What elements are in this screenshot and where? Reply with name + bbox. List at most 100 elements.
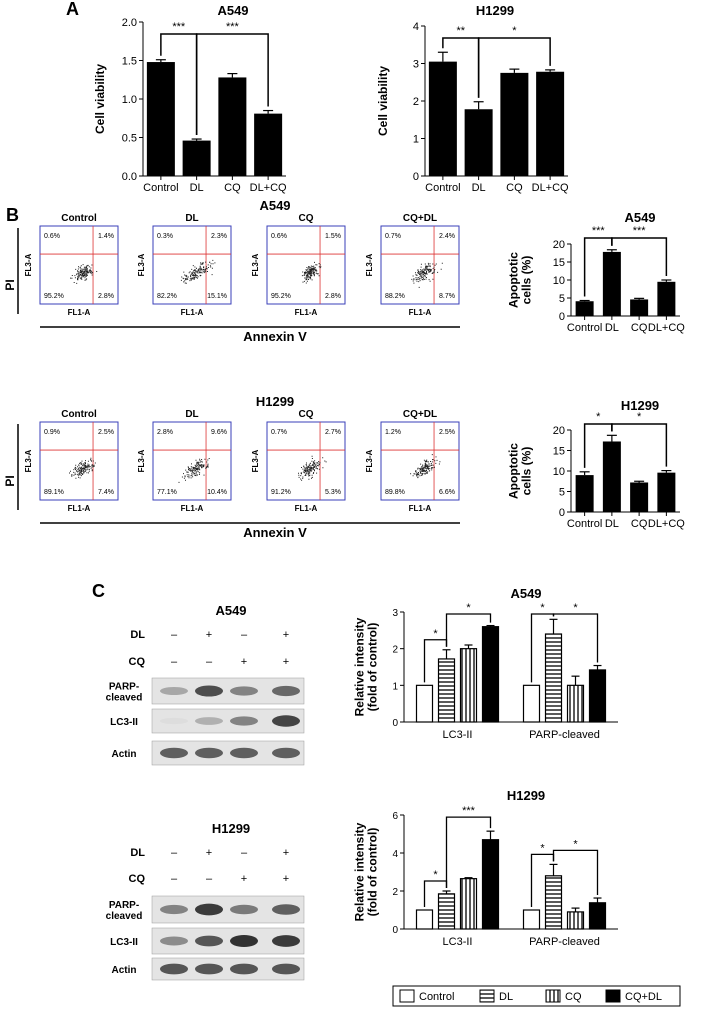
significance-label: * (433, 628, 438, 640)
quadrant-upper-right: 1.4% (98, 233, 114, 240)
blot-strip (151, 957, 305, 981)
significance-label: *** (462, 805, 476, 817)
bar-cq (566, 684, 585, 723)
x-tick-label: DL (472, 182, 486, 194)
y-tick-label: 0 (559, 311, 565, 323)
flow-plot-frame (152, 421, 232, 501)
western-blot-a549: A549 DL – + – + CQ – – + + PARP-cleaved LC3-II Actin (106, 603, 305, 766)
legend: Control DL CQ CQ+DL (392, 985, 681, 1007)
flow-scatter-dots (180, 259, 216, 284)
quadrant-upper-right: 9.6% (211, 429, 227, 436)
x-tick-label: DL (605, 322, 619, 334)
y-tick-label: 1 (392, 681, 398, 692)
quadrant-upper-left: 1.2% (385, 429, 401, 436)
significance-bracket (195, 33, 269, 136)
y-tick-label: 2.0 (122, 17, 137, 29)
bar-control (146, 62, 175, 176)
bar-cq (218, 77, 247, 176)
bar-control (522, 909, 541, 930)
flow-plot-frame (152, 225, 232, 305)
y-tick-label: 2 (392, 887, 398, 898)
flow-plot-ylabel: FL3-A (365, 449, 374, 472)
flow-plot-xlabel: FL1-A (409, 504, 432, 513)
quadrant-upper-left: 2.8% (157, 429, 173, 436)
bar-dl-cq (657, 281, 676, 316)
quadrant-lower-left: 91.2% (271, 489, 291, 496)
quadrant-upper-left: 0.6% (44, 233, 60, 240)
quadrant-lower-right: 7.4% (98, 489, 114, 496)
band-label: LC3-II (110, 717, 138, 728)
bar-dl-cq (536, 71, 565, 176)
blot-band (272, 963, 300, 975)
blot-band (195, 747, 223, 759)
treatment-sign: – (241, 847, 248, 859)
flow-plot-title: CQ (299, 213, 314, 224)
y-tick-label: 5 (559, 293, 565, 305)
y-tick-label: 2 (392, 645, 398, 656)
flow-plot-xlabel: FL1-A (295, 308, 318, 317)
y-tick-label: 0 (413, 171, 419, 183)
quadrant-lower-right: 2.8% (98, 293, 114, 300)
treatment-sign: – (171, 847, 178, 859)
flow-scatter-dots (69, 457, 96, 479)
y-tick-label: 0 (559, 507, 565, 519)
bar-cq-dl (588, 669, 607, 723)
flow-plot-xlabel: FL1-A (409, 308, 432, 317)
bar-dl (602, 441, 621, 512)
significance-label: * (540, 842, 545, 854)
bar-cq (566, 911, 585, 930)
treatment-label: DL (130, 629, 145, 641)
chart-title: A549 (510, 586, 541, 601)
y-tick-label: 20 (553, 239, 565, 251)
significance-bracket (552, 849, 599, 896)
treatment-sign: – (171, 629, 178, 641)
significance-label: * (637, 411, 642, 423)
significance-label: * (433, 869, 438, 881)
legend-swatch (605, 989, 621, 1003)
flow-plot-xlabel: FL1-A (181, 504, 204, 513)
blot-band (272, 904, 300, 915)
legend-label: DL (499, 991, 513, 1003)
flow-scatter-dots (298, 455, 327, 481)
x-tick-label: Control (143, 182, 178, 194)
quadrant-upper-right: 2.5% (98, 429, 114, 436)
x-tick-label: Control (567, 322, 602, 334)
band-label: PARP-cleaved (106, 900, 143, 922)
flow-plot-ylabel: FL3-A (24, 449, 33, 472)
panel-label-c: C (92, 581, 105, 601)
significance-bracket (477, 37, 551, 98)
significance-label: * (573, 838, 578, 850)
bar-dl (464, 109, 493, 176)
flow-plot-xlabel: FL1-A (68, 308, 91, 317)
quadrant-upper-left: 0.7% (271, 429, 287, 436)
flow-plot-ylabel: FL3-A (251, 253, 260, 276)
flow-plot-frame (266, 225, 346, 305)
flow-plot-title: CQ (299, 409, 314, 420)
quadrant-upper-right: 2.3% (211, 233, 227, 240)
x-tick-label: CQ (631, 322, 648, 334)
chart-title: A549 (624, 210, 655, 225)
significance-label: * (540, 602, 545, 614)
significance-bracket (611, 423, 668, 467)
bar-dl (182, 140, 211, 176)
blot-band (272, 685, 300, 697)
bar-cq (459, 878, 478, 930)
blot-band (230, 686, 258, 696)
quadrant-lower-right: 10.4% (207, 489, 227, 496)
bar-dl (544, 875, 563, 930)
y-tick-label: 3 (392, 608, 398, 619)
flow-scatter-dots (410, 454, 441, 479)
blot-band (160, 747, 188, 759)
chart-title: A549 (217, 3, 248, 18)
significance-bracket (611, 237, 668, 276)
quadrant-lower-left: 88.2% (385, 293, 405, 300)
blot-band (160, 936, 188, 946)
blot-band (230, 935, 258, 947)
flow-plot-ylabel: FL3-A (24, 253, 33, 276)
blot-band (272, 715, 300, 727)
y-tick-label: 0.5 (122, 133, 137, 145)
treatment-sign: – (241, 629, 248, 641)
flow-plot-title: DL (185, 213, 198, 224)
